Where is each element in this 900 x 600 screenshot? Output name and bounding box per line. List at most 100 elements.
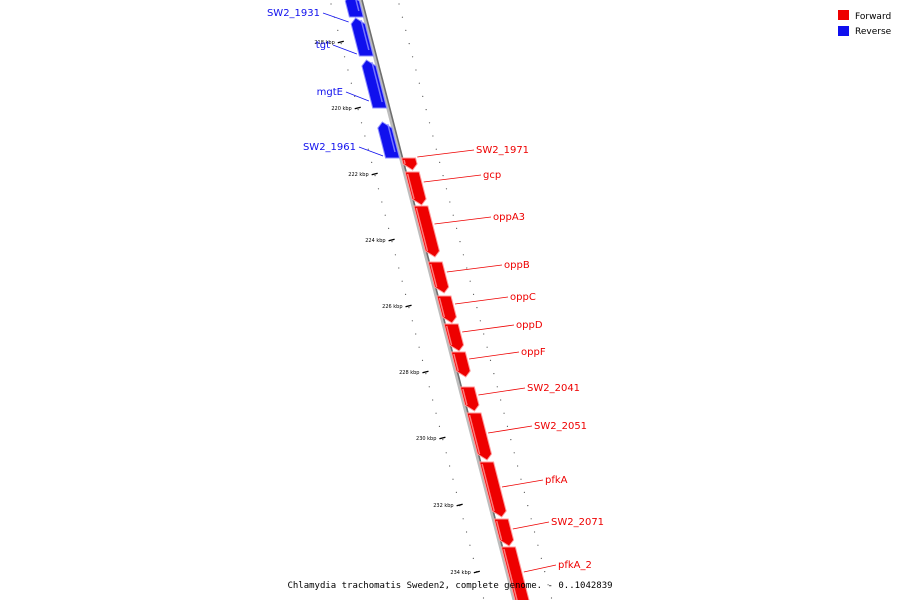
gene-SW2_1971[interactable]: SW2_1971 xyxy=(400,145,529,171)
gene-mgtE[interactable]: mgtE xyxy=(317,59,388,109)
gene-arrow[interactable] xyxy=(478,461,507,518)
minor-tick-dot xyxy=(408,307,410,309)
axis-tick-label: 222 kbp xyxy=(348,172,368,178)
gene-leader-line xyxy=(469,351,520,360)
gene-SW2_1931[interactable]: SW2_1931 xyxy=(267,0,365,23)
gene-highlight xyxy=(355,0,360,12)
gene-arrow[interactable] xyxy=(450,351,471,378)
gene-label[interactable]: oppF xyxy=(521,347,546,358)
gene-arrow[interactable] xyxy=(493,518,515,547)
gene-arrow[interactable] xyxy=(413,205,440,258)
minor-tick-dot xyxy=(432,399,434,401)
gene-label[interactable]: SW2_2051 xyxy=(534,421,587,432)
minor-tick-dot xyxy=(503,412,505,414)
minor-tick-dot xyxy=(422,95,424,97)
gene-label[interactable]: oppA3 xyxy=(493,212,525,223)
gene-label[interactable]: pfkA_2 xyxy=(558,560,592,571)
minor-tick-dot xyxy=(418,82,420,84)
minor-tick-dot xyxy=(367,148,369,150)
gene-SW2_2071[interactable]: SW2_2071 xyxy=(493,517,604,547)
gene-arrow[interactable] xyxy=(500,546,530,600)
gene-leader-line xyxy=(454,296,509,305)
minor-tick-dot xyxy=(411,56,414,58)
axis-tick-label: 220 kbp xyxy=(331,106,351,112)
legend-forward-swatch xyxy=(838,10,849,20)
gene-oppF[interactable]: oppF xyxy=(450,347,546,378)
gene-arrow[interactable] xyxy=(466,412,493,461)
gene-label[interactable]: SW2_1931 xyxy=(267,8,320,19)
minor-tick-dot xyxy=(439,161,441,163)
gene-label[interactable]: oppB xyxy=(504,260,530,271)
gene-arrow[interactable] xyxy=(443,323,465,352)
gene-label[interactable]: pfkA xyxy=(545,475,568,486)
gene-pfkA_2[interactable]: pfkA_2 xyxy=(500,546,592,600)
axis-tick-label: 224 kbp xyxy=(365,238,385,244)
minor-tick-dot xyxy=(405,29,407,31)
axis-tick-mark xyxy=(405,304,412,308)
axis-tick-label: 230 kbp xyxy=(416,436,436,442)
gene-label[interactable]: SW2_2041 xyxy=(527,383,580,394)
gene-highlight xyxy=(403,159,406,165)
gene-SW2_2051[interactable]: SW2_2051 xyxy=(466,412,587,461)
gene-SW2_1961[interactable]: SW2_1961 xyxy=(303,121,401,159)
gene-arrow[interactable] xyxy=(459,386,480,412)
gene-leader-line xyxy=(358,146,384,157)
minor-tick-dot xyxy=(465,531,468,533)
minor-tick-dot xyxy=(350,82,352,84)
legend-forward-label: Forward xyxy=(855,12,891,22)
minor-tick-dot xyxy=(398,3,400,5)
gene-arrow[interactable] xyxy=(436,295,457,324)
minor-tick-dot xyxy=(357,109,359,111)
gene-label[interactable]: tgt xyxy=(316,40,330,51)
gene-leader-line xyxy=(478,387,526,396)
minor-tick-dot xyxy=(428,386,430,388)
minor-tick-dot xyxy=(469,280,471,282)
gene-label[interactable]: oppC xyxy=(510,292,536,303)
gene-label[interactable]: SW2_2071 xyxy=(551,517,604,528)
gene-gcp[interactable]: gcp xyxy=(404,170,501,206)
gene-pfkA[interactable]: pfkA xyxy=(478,461,568,518)
minor-tick-dot xyxy=(343,56,346,58)
minor-tick-dot xyxy=(550,597,553,599)
minor-tick-dot xyxy=(530,518,532,520)
gene-oppD[interactable]: oppD xyxy=(443,320,543,352)
minor-tick-dot xyxy=(445,188,448,190)
legend: Forward Reverse xyxy=(838,10,892,37)
gene-highlight xyxy=(415,207,429,252)
gene-oppA3[interactable]: oppA3 xyxy=(413,205,525,258)
minor-tick-dot xyxy=(438,425,441,427)
gene-arrow[interactable] xyxy=(404,171,427,206)
minor-tick-dot xyxy=(510,439,512,441)
minor-tick-dot xyxy=(479,320,481,322)
gene-arrow[interactable] xyxy=(400,157,418,171)
gene-label[interactable]: gcp xyxy=(483,170,501,181)
gene-SW2_2041[interactable]: SW2_2041 xyxy=(459,383,580,412)
minor-tick-dot xyxy=(459,241,461,243)
minor-tick-dot xyxy=(425,373,427,375)
minor-tick-dot xyxy=(493,373,495,375)
minor-tick-dot xyxy=(371,161,373,163)
minor-tick-dot xyxy=(500,399,502,401)
gene-leader-line xyxy=(462,324,515,333)
gene-highlight xyxy=(445,325,453,346)
minor-tick-dot xyxy=(489,359,492,361)
gene-oppB[interactable]: oppB xyxy=(427,260,530,294)
minor-tick-dot xyxy=(432,135,434,137)
axis-tick-label: 228 kbp xyxy=(399,370,419,376)
gene-label[interactable]: SW2_1971 xyxy=(476,145,529,156)
gene-arrow[interactable] xyxy=(427,261,450,294)
gene-tgt[interactable]: tgt xyxy=(316,17,375,57)
gene-oppC[interactable]: oppC xyxy=(436,292,536,324)
minor-tick-dot xyxy=(472,293,475,295)
minor-tick-dot xyxy=(364,135,366,137)
minor-tick-dot xyxy=(398,267,400,269)
gene-arrow[interactable] xyxy=(344,0,365,18)
gene-label[interactable]: SW2_1961 xyxy=(303,142,356,153)
minor-tick-dot xyxy=(347,69,349,71)
minor-tick-dot xyxy=(377,188,380,190)
gene-label[interactable]: mgtE xyxy=(317,87,343,98)
gene-highlight xyxy=(387,123,396,153)
gene-label[interactable]: oppD xyxy=(516,320,543,331)
minor-tick-dot xyxy=(533,531,536,533)
